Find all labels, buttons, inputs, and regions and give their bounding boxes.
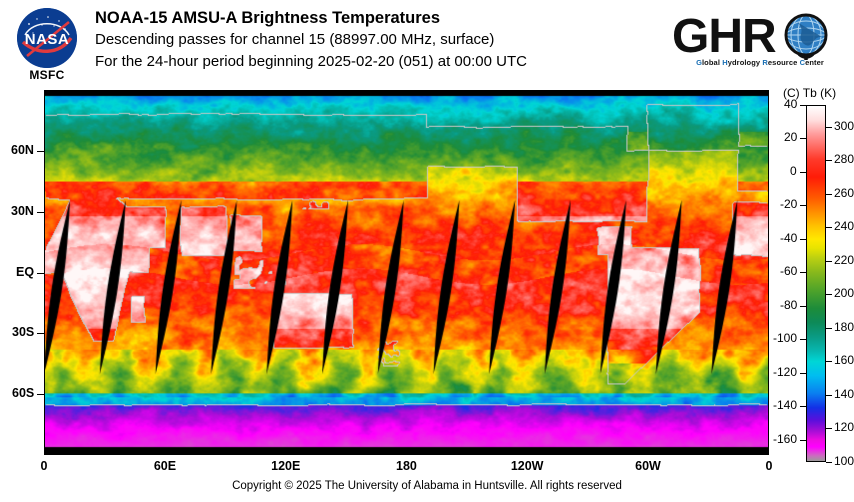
colorbar-tick-kelvin <box>826 227 832 229</box>
colorbar-label-celsius: -160 <box>773 431 798 446</box>
colorbar-tick-celsius <box>800 406 806 408</box>
colorbar-label-kelvin: 200 <box>834 286 854 301</box>
x-axis-label: 60W <box>635 459 661 473</box>
colorbar-tick-celsius <box>800 272 806 274</box>
y-axis-label: 60S <box>12 386 35 401</box>
nasa-logo: NASA MSFC <box>10 6 84 84</box>
descending-node-arrow-icon <box>370 0 409 8</box>
colorbar-tick-celsius <box>800 439 806 441</box>
colorbar-tick-celsius <box>800 339 806 341</box>
colorbar-tick-kelvin <box>826 462 832 463</box>
colorbar-label-celsius: 40 <box>784 96 798 111</box>
colorbar-gradient <box>806 105 826 462</box>
page-title: NOAA-15 AMSU-A Brightness Temperatures <box>95 9 441 27</box>
colorbar-label-celsius: -80 <box>780 297 798 312</box>
ghrc-wordmark-svg: GHR <box>672 10 828 63</box>
svg-text:NASA: NASA <box>25 31 70 48</box>
colorbar-label-kelvin: 160 <box>834 353 854 368</box>
colorbar-tick-celsius <box>800 138 806 140</box>
y-axis-label: 30N <box>11 203 34 218</box>
x-axis-label: 180 <box>396 459 417 473</box>
colorbar-tick-kelvin <box>826 193 832 195</box>
colorbar-label-kelvin: 120 <box>834 420 854 435</box>
x-axis-label: 120E <box>271 459 301 473</box>
y-axis-tick <box>37 272 44 274</box>
colorbar-tick-kelvin <box>826 294 832 296</box>
globe-icon <box>784 13 828 60</box>
ghrc-logo: GHR Global Hydrology Resource Center <box>666 8 846 80</box>
colorbar-label-kelvin: 140 <box>834 386 854 401</box>
y-axis-tick <box>37 150 44 152</box>
colorbar-tick-celsius <box>800 171 806 173</box>
y-axis-label: EQ <box>16 264 35 279</box>
colorbar-tick-kelvin <box>826 428 832 430</box>
brightness-temperature-heatmap <box>45 91 768 454</box>
page-subtitle: Descending passes for channel 15 (88997.… <box>95 31 495 48</box>
colorbar-label-celsius: -20 <box>780 197 798 212</box>
colorbar-label-celsius: -100 <box>773 331 798 346</box>
y-axis-tick <box>37 211 44 213</box>
x-axis-label: 0 <box>40 459 48 473</box>
nasa-center-label: MSFC <box>29 68 65 82</box>
colorbar-label-kelvin: 100 <box>834 454 854 468</box>
colorbar-label-celsius: 20 <box>784 130 798 145</box>
x-axis-label: 60E <box>153 459 177 473</box>
colorbar-label-kelvin: 300 <box>834 118 854 133</box>
y-axis-label: 60N <box>11 142 34 157</box>
colorbar-tick-kelvin <box>826 361 832 363</box>
y-axis-label: 30S <box>12 325 35 340</box>
colorbar-tick-celsius <box>800 238 806 240</box>
colorbar-label-kelvin: 220 <box>834 252 854 267</box>
nasa-meatball-svg: NASA <box>17 8 77 68</box>
copyright-notice: Copyright © 2025 The University of Alaba… <box>232 480 622 492</box>
x-axis-label: 120W <box>510 459 544 473</box>
title-block: NOAA-15 AMSU-A Brightness Temperatures D… <box>95 8 655 73</box>
colorbar-tick-kelvin <box>826 394 832 396</box>
y-axis-tick <box>37 394 44 396</box>
colorbar-label-celsius: -40 <box>780 230 798 245</box>
colorbar-header: (C) Tb (K) <box>783 86 837 100</box>
y-axis-tick <box>37 333 44 335</box>
colorbar-label-kelvin: 240 <box>834 219 854 234</box>
map-plot-area <box>44 90 769 455</box>
colorbar-label-kelvin: 280 <box>834 152 854 167</box>
colorbar-label-kelvin: 180 <box>834 319 854 334</box>
colorbar-tick-kelvin <box>826 260 832 262</box>
colorbar-tick-celsius <box>800 104 806 106</box>
colorbar-label-celsius: 0 <box>790 163 797 178</box>
colorbar-label-celsius: -120 <box>773 364 798 379</box>
colorbar-tick-kelvin <box>826 327 832 329</box>
nasa-meatball-icon: NASA <box>17 8 77 68</box>
colorbar-label-celsius: -140 <box>773 398 798 413</box>
colorbar-tick-celsius <box>800 305 806 307</box>
svg-text:GHR: GHR <box>672 10 776 63</box>
page-period: For the 24-hour period beginning 2025-02… <box>95 53 527 70</box>
colorbar-tick-celsius <box>800 372 806 374</box>
x-axis-label: 0 <box>765 459 773 473</box>
colorbar-tick-kelvin <box>826 126 832 128</box>
colorbar-tick-celsius <box>800 205 806 207</box>
ghrc-tagline: Global Hydrology Resource Center <box>696 58 824 67</box>
colorbar-label-kelvin: 260 <box>834 185 854 200</box>
colorbar-label-celsius: -60 <box>780 264 798 279</box>
colorbar-tick-kelvin <box>826 160 832 162</box>
